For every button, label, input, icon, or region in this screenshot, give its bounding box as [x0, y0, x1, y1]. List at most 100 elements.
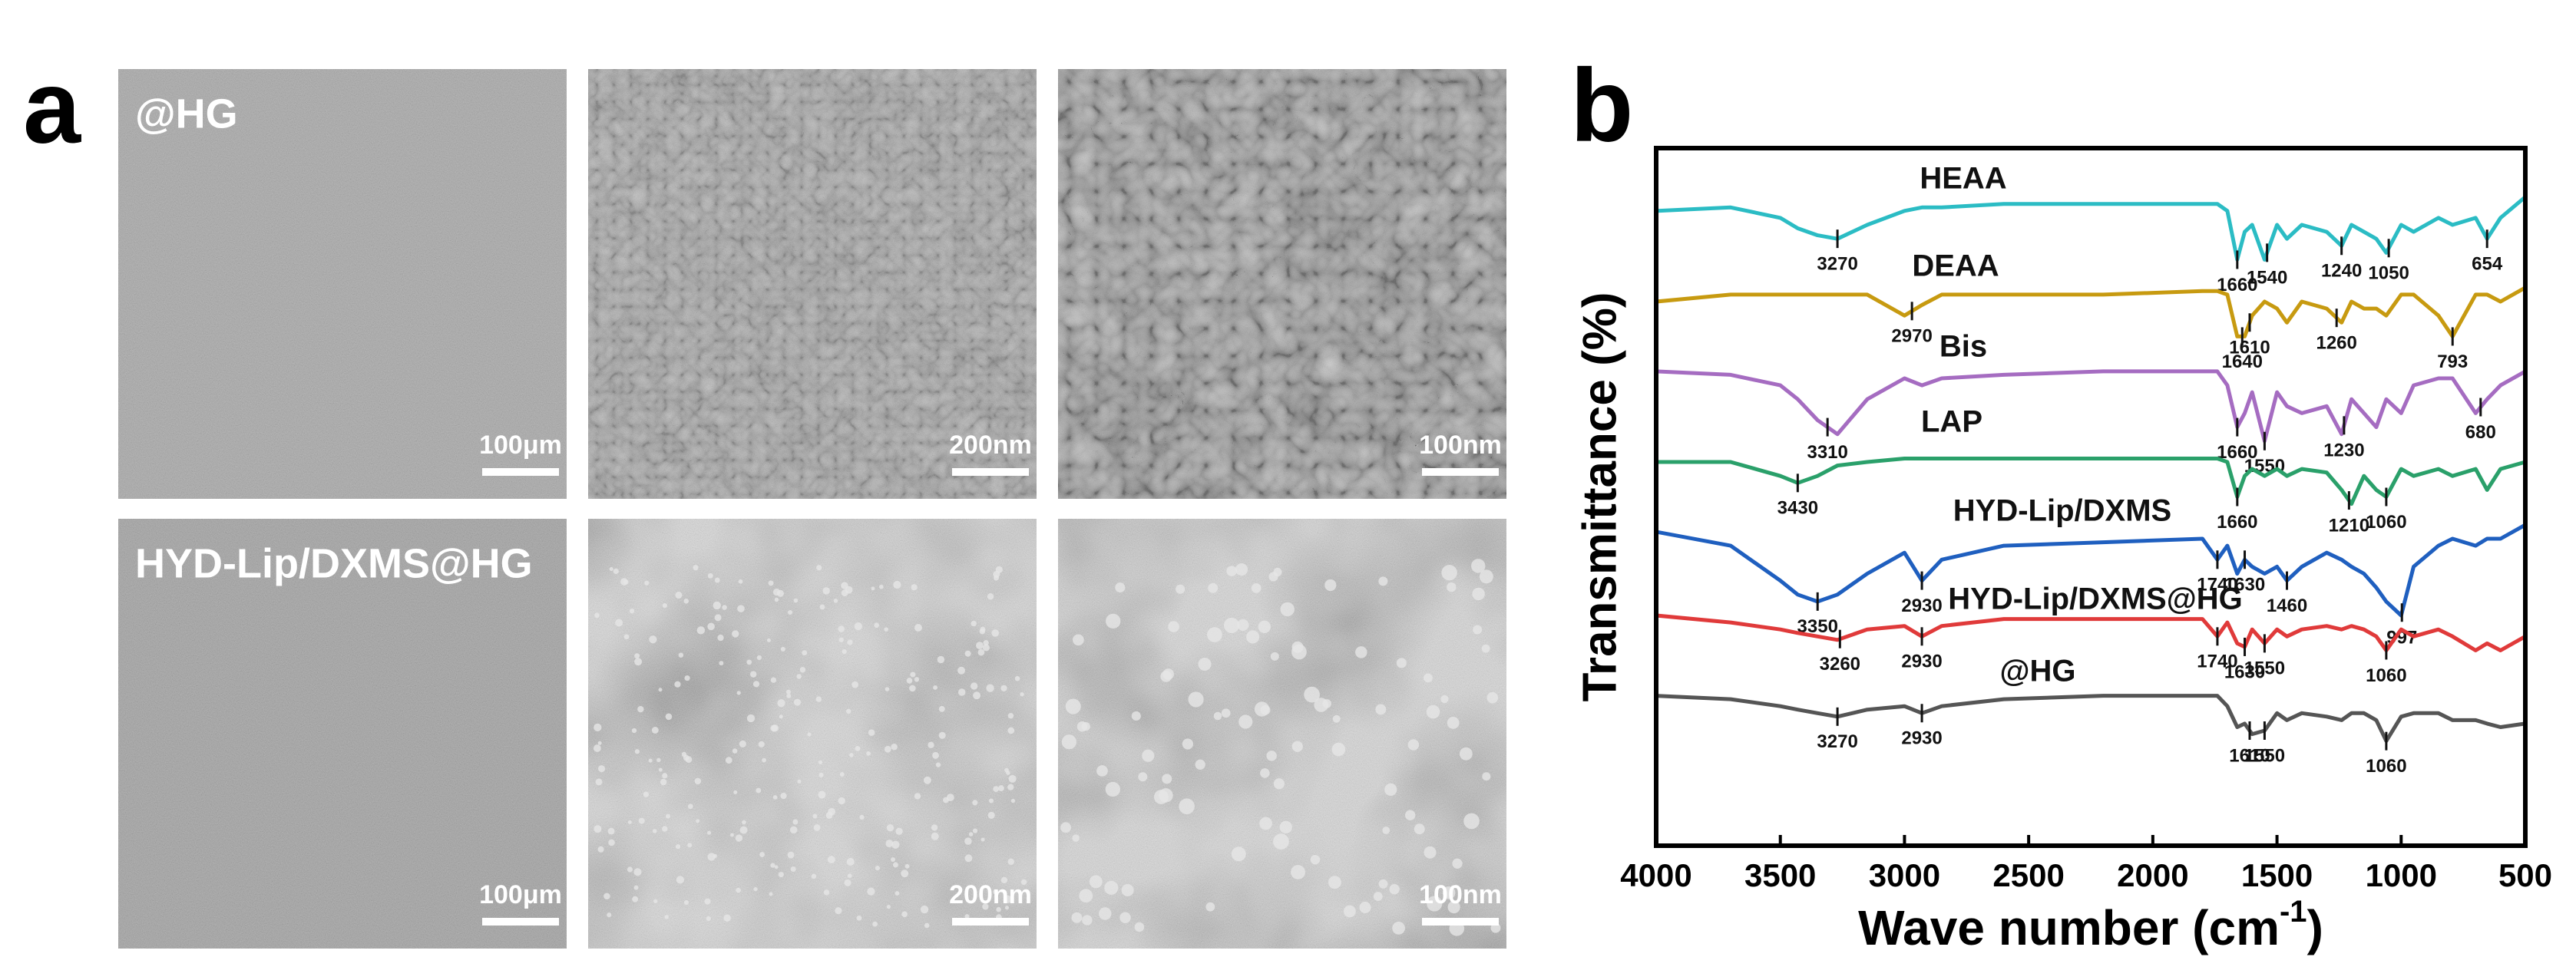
- particle: [736, 691, 741, 695]
- particle: [807, 732, 812, 737]
- particle: [914, 677, 920, 682]
- particle: [770, 863, 775, 868]
- particle: [1008, 774, 1017, 783]
- particle: [987, 593, 994, 600]
- particle: [797, 779, 802, 784]
- sem-image: 100μm: [118, 519, 567, 949]
- particle: [637, 705, 644, 713]
- particle: [756, 655, 762, 661]
- particle: [777, 699, 785, 708]
- particle: [1426, 704, 1440, 719]
- panel-letter: a: [23, 49, 81, 165]
- peak-label: 654: [2472, 254, 2503, 275]
- particle: [793, 598, 799, 603]
- particle: [759, 852, 765, 857]
- particle: [1188, 691, 1204, 708]
- particle: [1246, 630, 1260, 644]
- particle: [854, 622, 863, 631]
- particle: [1099, 907, 1112, 920]
- peak-label: 2930: [1901, 652, 1942, 672]
- particle: [723, 914, 731, 922]
- particle: [675, 591, 683, 599]
- particle: [909, 685, 916, 692]
- particle: [750, 671, 757, 678]
- particle: [772, 588, 781, 596]
- particle: [866, 751, 871, 756]
- particle: [706, 830, 712, 835]
- particle: [739, 740, 746, 747]
- particle: [868, 729, 875, 736]
- particle: [1159, 788, 1173, 803]
- particle: [816, 565, 822, 571]
- particle: [1378, 576, 1388, 586]
- particle: [796, 674, 802, 679]
- particle: [597, 846, 604, 853]
- particle: [972, 800, 978, 806]
- particle: [893, 580, 901, 589]
- scale-bar-label: 200nm: [949, 880, 1032, 909]
- particle: [1168, 621, 1179, 632]
- particle: [1071, 912, 1083, 923]
- particle: [995, 566, 1003, 573]
- particle: [1463, 813, 1480, 830]
- particle: [660, 778, 667, 786]
- particle: [1106, 613, 1121, 629]
- peak-label: 1060: [2366, 756, 2406, 777]
- particle: [874, 622, 879, 629]
- particle: [778, 872, 784, 878]
- peak-label: 1060: [2366, 665, 2406, 686]
- particle: [911, 584, 918, 591]
- particle: [1119, 912, 1131, 923]
- particle: [971, 620, 977, 627]
- particle: [719, 661, 724, 666]
- particle: [1082, 915, 1093, 926]
- particle: [1007, 784, 1014, 790]
- particle: [1472, 587, 1485, 601]
- particle: [1280, 602, 1295, 617]
- peak-label: 1550: [2244, 745, 2285, 766]
- particle: [987, 811, 995, 820]
- image-label: HYD-Lip/DXMS@HG: [135, 540, 533, 586]
- x-axis-title-text: Wave number (cm: [1858, 900, 2280, 955]
- particle: [802, 650, 808, 656]
- particle: [707, 622, 715, 631]
- particle: [924, 922, 930, 929]
- image-texture: [118, 69, 567, 499]
- particle: [1382, 827, 1391, 834]
- particle: [885, 840, 894, 848]
- particle: [662, 826, 668, 832]
- particle: [615, 619, 623, 627]
- series-name: Bis: [1939, 330, 1987, 364]
- particle: [1207, 627, 1222, 642]
- particle: [855, 745, 861, 751]
- particle: [623, 579, 629, 585]
- particle: [766, 638, 771, 642]
- particle: [746, 714, 756, 723]
- particle: [769, 892, 773, 896]
- particle: [594, 723, 602, 732]
- particle: [1254, 701, 1270, 717]
- particle: [1375, 704, 1387, 715]
- particle: [1179, 798, 1195, 814]
- particle: [973, 691, 981, 700]
- particle: [608, 839, 615, 846]
- particle: [1000, 876, 1008, 884]
- x-tick-label: 2000: [2117, 857, 2188, 893]
- peak-label: 1540: [2247, 268, 2287, 289]
- particle: [982, 644, 990, 652]
- particle: [867, 887, 875, 896]
- series-name: @HG: [1999, 655, 2075, 688]
- particle: [746, 659, 752, 665]
- particle: [979, 628, 986, 635]
- particle: [658, 688, 663, 692]
- particle: [704, 898, 711, 905]
- particle: [1010, 798, 1016, 803]
- peak-label: 1660: [2217, 512, 2257, 533]
- peak-label: 3310: [1807, 442, 1847, 463]
- particle: [1105, 781, 1121, 797]
- particle: [1332, 714, 1341, 723]
- particle: [793, 698, 801, 706]
- particle: [609, 566, 613, 572]
- particle: [786, 693, 792, 698]
- particle: [914, 623, 922, 632]
